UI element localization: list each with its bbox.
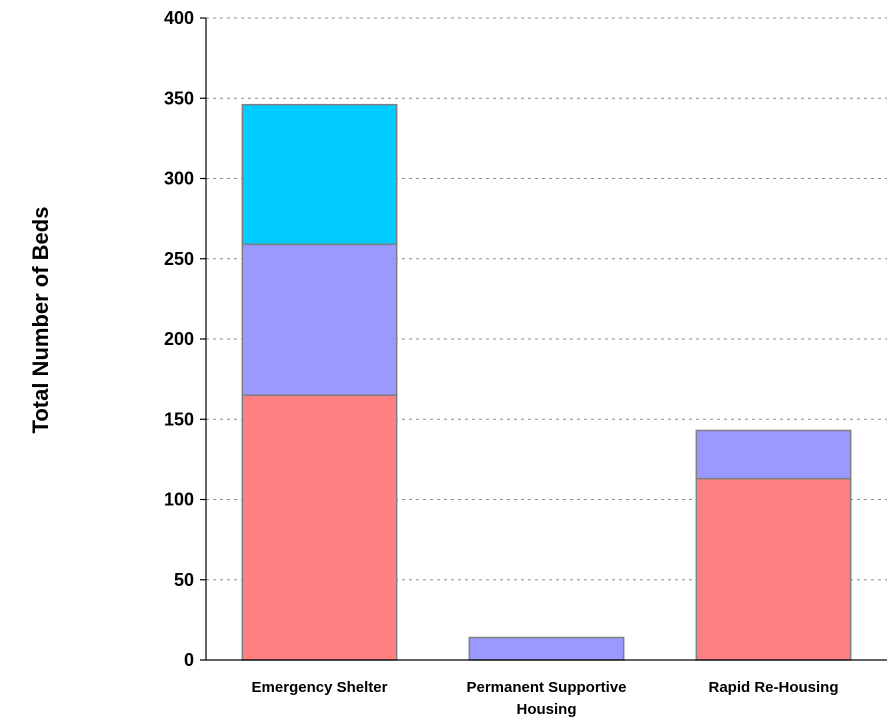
- y-tick-label: 150: [164, 409, 194, 429]
- x-category-label: Permanent Supportive Housing: [466, 679, 626, 718]
- y-tick-label: 400: [164, 8, 194, 28]
- y-tick-label: 350: [164, 88, 194, 108]
- y-axis-label: Total Number of Beds: [28, 207, 53, 434]
- x-category-label: Rapid Re-Housing: [709, 679, 839, 696]
- y-tick-labels: 0 50 100 150 200 250 300 350 400: [164, 8, 206, 670]
- bar-segment-2-1: [695, 429, 852, 480]
- y-tick-label: 0: [184, 650, 194, 670]
- bar-segment-0-1: [241, 243, 398, 396]
- y-tick-label: 300: [164, 169, 194, 189]
- x-category-label: Emergency Shelter: [252, 679, 388, 696]
- bar-segment-1-1: [468, 636, 625, 661]
- y-tick-label: 250: [164, 249, 194, 269]
- x-category-labels: Emergency Shelter Permanent Supportive Hou…: [252, 679, 839, 718]
- bar-segment-0-2: [241, 103, 398, 246]
- bar-segment-0-0: [241, 394, 398, 661]
- y-tick-label: 100: [164, 490, 194, 510]
- y-tick-label: 200: [164, 329, 194, 349]
- bar-segment-2-0: [695, 477, 852, 661]
- y-tick-label: 50: [174, 570, 194, 590]
- bars: [241, 103, 852, 661]
